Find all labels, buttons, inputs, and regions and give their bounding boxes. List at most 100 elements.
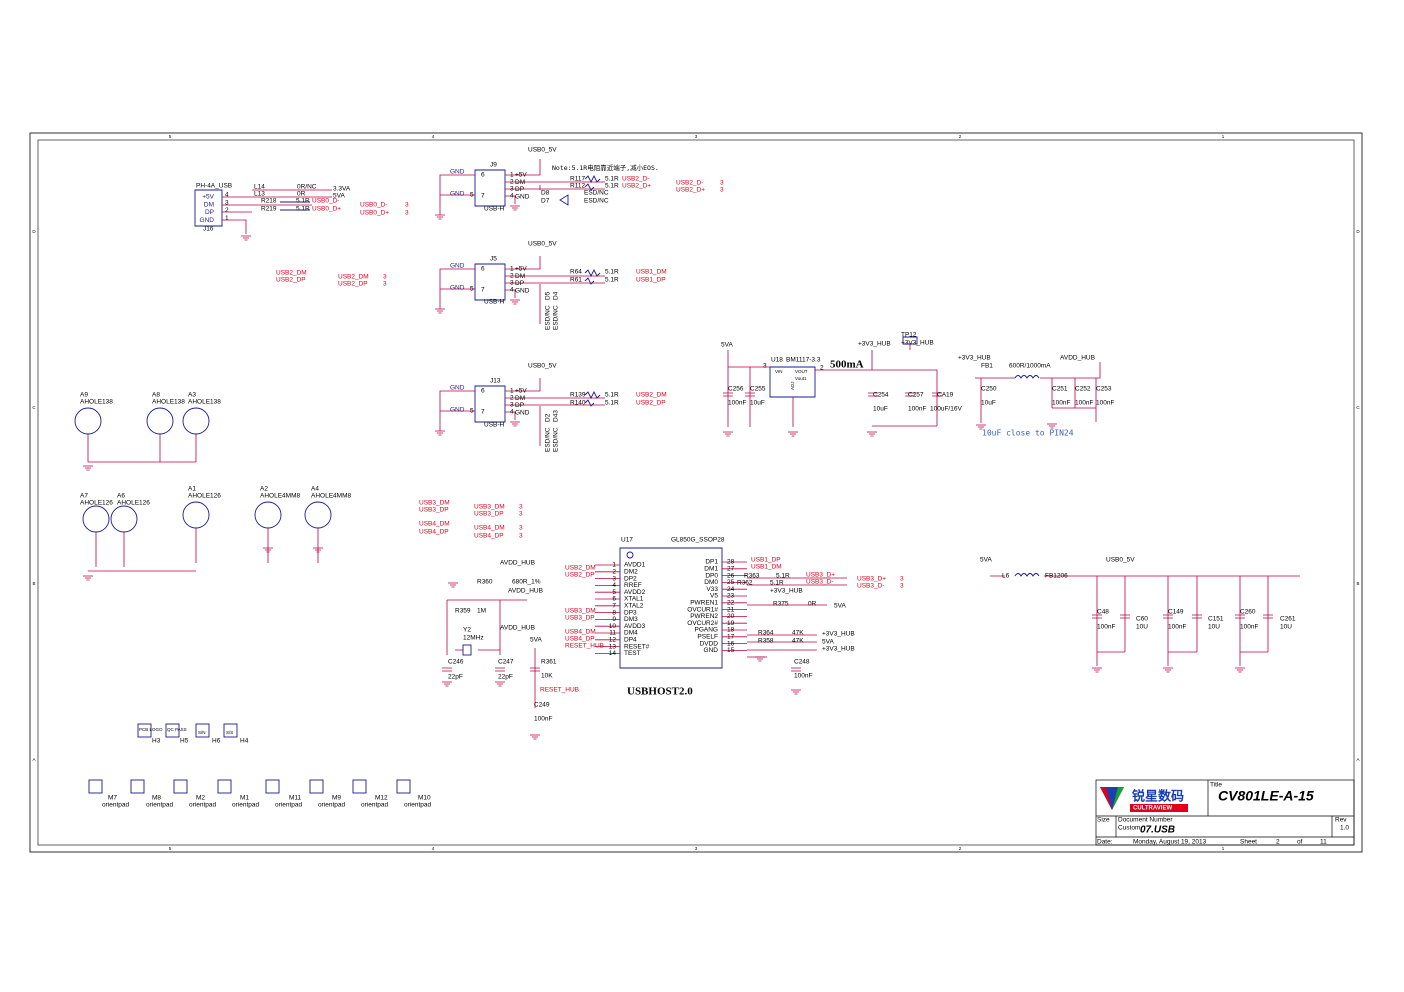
net-label: AVDD_HUB <box>1060 355 1095 362</box>
part-value: AHOLE4MM8 <box>311 493 351 500</box>
net-label: 5VA <box>822 639 834 646</box>
part-value: 10uF <box>981 400 996 407</box>
part-ref: C48 <box>1097 609 1109 616</box>
pin-number: 10 <box>609 623 617 630</box>
wire <box>495 681 505 687</box>
part-value: S/S <box>226 730 233 735</box>
column-label: 1 <box>1222 134 1225 139</box>
inner-border <box>37 139 1355 846</box>
net-label: RESET_HUB <box>565 643 604 650</box>
logo-cn: 锐星数码 <box>1132 788 1184 803</box>
part-value: 22pF <box>498 674 513 681</box>
net-label: USB0_D- <box>360 202 387 209</box>
part-value: 22pF <box>448 674 463 681</box>
pin-number: 23 <box>727 593 735 600</box>
mounting-hole <box>82 505 110 533</box>
column-label: 2 <box>959 846 962 851</box>
wire <box>495 667 505 672</box>
date: Monday, August 19, 2013 <box>1133 839 1207 846</box>
section-label: USBHOST2.0 <box>627 686 693 698</box>
wire <box>1163 667 1173 673</box>
wire <box>1235 614 1245 619</box>
part-ref: R117 <box>570 176 585 183</box>
wire <box>263 547 273 553</box>
part-ref: C246 <box>448 659 464 666</box>
wire <box>88 461 196 572</box>
pin-number: 4 <box>225 192 229 199</box>
wire <box>505 159 605 204</box>
outer-border <box>29 132 1363 853</box>
pin-name: DM <box>515 395 525 402</box>
pin-name: GND <box>704 647 719 654</box>
note: Note:5.1R电阻靠近端子,减小EOS. <box>552 163 659 172</box>
pin-name: +5V <box>515 172 527 179</box>
pin-number: 18 <box>727 627 735 634</box>
row-label: A <box>1356 757 1359 762</box>
row-label: C <box>1356 405 1360 410</box>
row-label: D <box>32 229 36 234</box>
net-label: USB0_5V <box>528 363 557 370</box>
pin-number: 2 <box>510 273 514 280</box>
pin-number: 3 <box>225 199 229 206</box>
net-label: 3 <box>900 576 904 583</box>
wire <box>905 392 915 397</box>
part-ref: R360 <box>477 579 493 586</box>
part-ref: C149 <box>1168 609 1184 616</box>
wire <box>530 734 540 740</box>
rev-label: Rev <box>1335 817 1347 824</box>
pad <box>217 779 232 794</box>
pin-name: GND <box>515 193 530 200</box>
pin-name: PWREN1 <box>690 600 718 607</box>
part-ref: FB1 <box>981 363 993 370</box>
part-ref: R64 <box>570 269 582 276</box>
net-label: USB3_D+ <box>857 576 886 583</box>
part-value: orientpad <box>232 802 259 809</box>
part-ref: U17 <box>621 537 633 544</box>
pin-name: DP <box>515 402 524 409</box>
part-ref: R359 <box>455 608 471 615</box>
pad <box>130 779 145 794</box>
part-ref: C151 <box>1208 616 1224 623</box>
wire <box>1263 614 1273 619</box>
wire <box>439 268 475 309</box>
wire <box>1092 667 1102 673</box>
part-value: 0R <box>297 191 306 198</box>
part-value: orientpad <box>275 802 302 809</box>
net-label: USB2_DP <box>338 281 368 288</box>
wire <box>975 362 1101 423</box>
pin-number: 7 <box>481 193 485 200</box>
marker <box>195 723 210 738</box>
part-ref: M12 <box>375 795 388 802</box>
pin-number: 2 <box>225 207 229 214</box>
part-value: 0R <box>808 601 817 608</box>
part-ref: M11 <box>289 795 302 802</box>
row-label: B <box>1356 581 1359 586</box>
wire <box>791 689 801 695</box>
part-value: 5.1R <box>605 400 619 407</box>
part-value: AHOLE138 <box>188 399 221 406</box>
marker <box>137 723 152 738</box>
pad <box>88 779 103 794</box>
pin-number: 5 <box>612 589 616 596</box>
part-ref: C247 <box>498 659 514 666</box>
part-value: S/N <box>198 730 206 735</box>
part-ref: L14 <box>254 184 265 191</box>
part-value: 10uF <box>750 400 765 407</box>
part-value: PH-4A_USB <box>196 183 232 190</box>
size: Custom <box>1118 825 1140 832</box>
marker <box>165 723 180 738</box>
pin-number: 11 <box>609 630 616 637</box>
part-ref: J9 <box>490 162 497 169</box>
pin-number: 26 <box>727 572 735 579</box>
wire <box>505 256 605 298</box>
size-label: Size <box>1097 817 1110 824</box>
pin-name: TEST <box>624 650 641 657</box>
pin-number: 22 <box>727 600 735 607</box>
pad <box>265 779 280 794</box>
net-label: 3.3VA <box>333 186 351 193</box>
wire <box>510 205 520 211</box>
part-ref: R139 <box>570 392 586 399</box>
net-label: 3 <box>519 504 523 511</box>
part-ref: C249 <box>534 702 550 709</box>
part-value: USB-H <box>484 299 505 306</box>
